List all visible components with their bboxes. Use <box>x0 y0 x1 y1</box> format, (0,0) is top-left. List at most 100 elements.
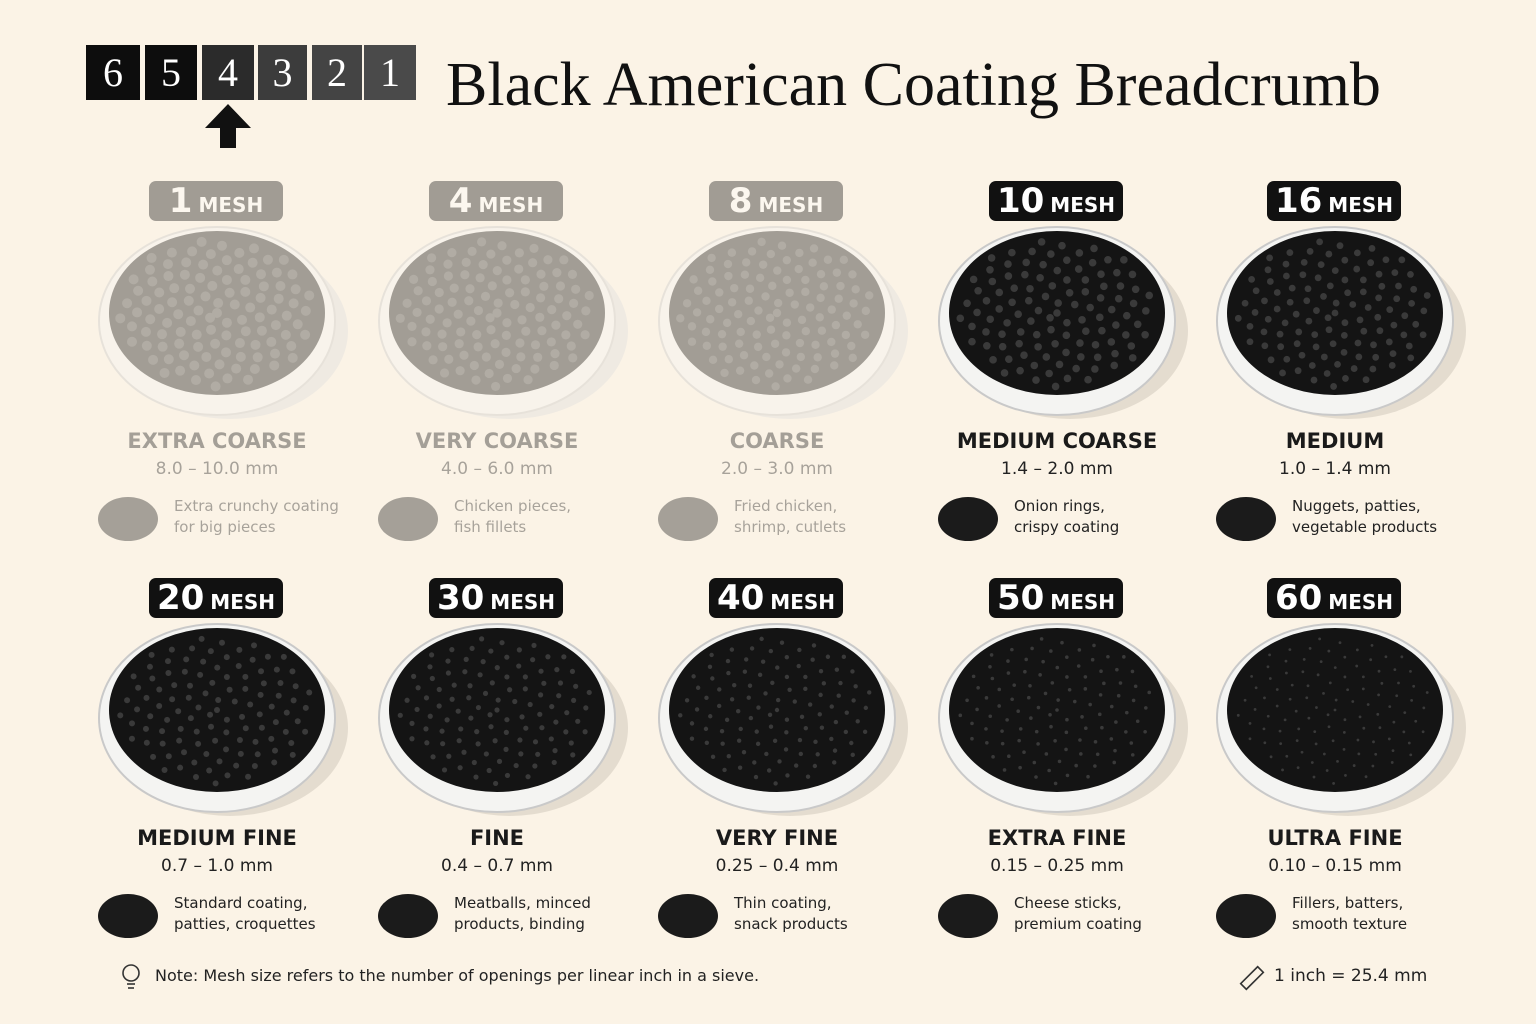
crumb <box>475 704 482 711</box>
crumb <box>504 654 510 660</box>
crumb <box>149 675 156 682</box>
crumb <box>782 318 792 327</box>
crumb <box>1053 738 1057 743</box>
use-text: Onion rings, <box>1014 497 1105 515</box>
crumb <box>1420 307 1428 315</box>
crumb <box>1292 310 1300 318</box>
crumb <box>1308 647 1312 650</box>
crumb <box>1111 349 1119 358</box>
crumb <box>161 766 168 773</box>
product-icon <box>938 497 998 541</box>
crumb <box>1306 248 1314 255</box>
grade-name: EXTRA FINE <box>987 826 1127 850</box>
crumb <box>207 280 218 291</box>
crumb <box>726 670 731 676</box>
crumb <box>849 299 858 308</box>
crumb <box>817 712 822 717</box>
crumb <box>755 741 761 747</box>
crumb <box>290 697 297 704</box>
crumb <box>1048 712 1052 717</box>
crumb <box>1281 319 1289 327</box>
crumb <box>1115 667 1119 672</box>
crumb <box>1010 697 1014 702</box>
crumb <box>456 327 466 337</box>
crumb <box>1246 322 1254 330</box>
crumb <box>454 339 464 349</box>
crumb <box>480 659 486 665</box>
crumb <box>270 348 281 359</box>
bowl-glass <box>98 226 336 416</box>
crumb <box>455 708 461 714</box>
crumb <box>252 738 259 745</box>
crumb <box>796 663 801 669</box>
crumb <box>205 312 216 323</box>
crumb <box>758 260 768 269</box>
crumb <box>510 299 520 310</box>
crumb <box>290 284 301 295</box>
crumb <box>720 741 725 746</box>
crumb <box>841 330 851 340</box>
crumb <box>404 697 410 703</box>
crumb <box>272 747 279 754</box>
crumb <box>568 353 578 363</box>
use-text: Thin coating, <box>734 894 832 912</box>
crumb <box>735 709 741 714</box>
crumb <box>1288 648 1292 652</box>
crumb <box>1275 688 1279 691</box>
crumb <box>150 753 157 760</box>
crumb <box>1047 768 1051 773</box>
crumb <box>1288 284 1296 292</box>
crumb <box>1021 270 1029 279</box>
crumb <box>1361 687 1365 691</box>
crumb <box>795 248 804 258</box>
crumb <box>1055 665 1060 670</box>
crumb <box>986 266 994 274</box>
crumb <box>708 714 713 719</box>
product-shape <box>1216 497 1276 541</box>
crumb <box>163 354 174 365</box>
crumb <box>535 751 541 757</box>
crumb <box>1388 705 1392 708</box>
crumb <box>827 337 836 347</box>
crumb <box>166 247 177 258</box>
crumb <box>1282 260 1290 268</box>
crumb <box>1284 659 1288 663</box>
bowl-glass <box>378 226 616 416</box>
crumb <box>1127 342 1136 350</box>
crumb <box>440 741 446 747</box>
crumb <box>191 375 202 386</box>
crumb <box>1027 317 1035 325</box>
crumb <box>494 359 505 370</box>
crumb <box>1143 729 1147 734</box>
crumb <box>1045 369 1053 378</box>
crumb <box>815 752 820 757</box>
crumb <box>813 739 818 745</box>
crumb <box>273 293 284 304</box>
crumb <box>850 669 855 674</box>
crumb <box>1336 242 1344 250</box>
crumb <box>181 749 188 756</box>
ruler <box>1239 965 1265 991</box>
crumb <box>811 643 817 648</box>
crumb <box>223 673 230 680</box>
crumb <box>477 237 487 247</box>
crumb <box>515 338 525 348</box>
crumb <box>1305 696 1309 700</box>
crumb <box>1145 291 1154 300</box>
crumb <box>177 764 184 771</box>
crumb <box>573 319 583 329</box>
crumb <box>421 327 431 337</box>
crumb <box>775 360 784 369</box>
crumb <box>797 737 803 743</box>
crumb <box>1279 369 1286 377</box>
crumb <box>1353 249 1361 257</box>
crumb <box>167 297 178 308</box>
conversion: 1 inch = 25.4 mm <box>1274 966 1428 986</box>
crumb <box>287 352 298 363</box>
crumb <box>1273 305 1281 313</box>
crumb <box>1063 318 1071 327</box>
crumb <box>183 656 190 663</box>
crumb <box>689 721 695 726</box>
mesh-badge: 8 MESH <box>709 181 843 221</box>
crumb <box>223 716 230 723</box>
